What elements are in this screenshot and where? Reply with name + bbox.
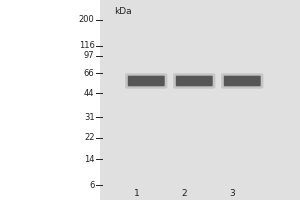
Text: 6: 6 <box>89 180 94 190</box>
FancyBboxPatch shape <box>224 76 261 86</box>
Text: 1: 1 <box>134 190 140 198</box>
Text: 44: 44 <box>84 88 94 98</box>
Text: 3: 3 <box>230 190 236 198</box>
Text: 14: 14 <box>84 154 94 164</box>
Text: 116: 116 <box>79 42 94 50</box>
FancyBboxPatch shape <box>221 73 263 89</box>
FancyBboxPatch shape <box>176 76 213 86</box>
FancyBboxPatch shape <box>173 73 215 89</box>
Text: 22: 22 <box>84 134 94 142</box>
FancyBboxPatch shape <box>128 76 165 86</box>
Bar <box>0 0 100 200</box>
Text: 97: 97 <box>84 51 94 60</box>
Bar <box>100 0 300 200</box>
Text: kDa: kDa <box>114 7 132 16</box>
Text: 2: 2 <box>182 190 187 198</box>
Text: 66: 66 <box>84 68 94 77</box>
FancyBboxPatch shape <box>125 73 167 89</box>
Text: 31: 31 <box>84 112 94 121</box>
Text: 200: 200 <box>79 16 94 24</box>
